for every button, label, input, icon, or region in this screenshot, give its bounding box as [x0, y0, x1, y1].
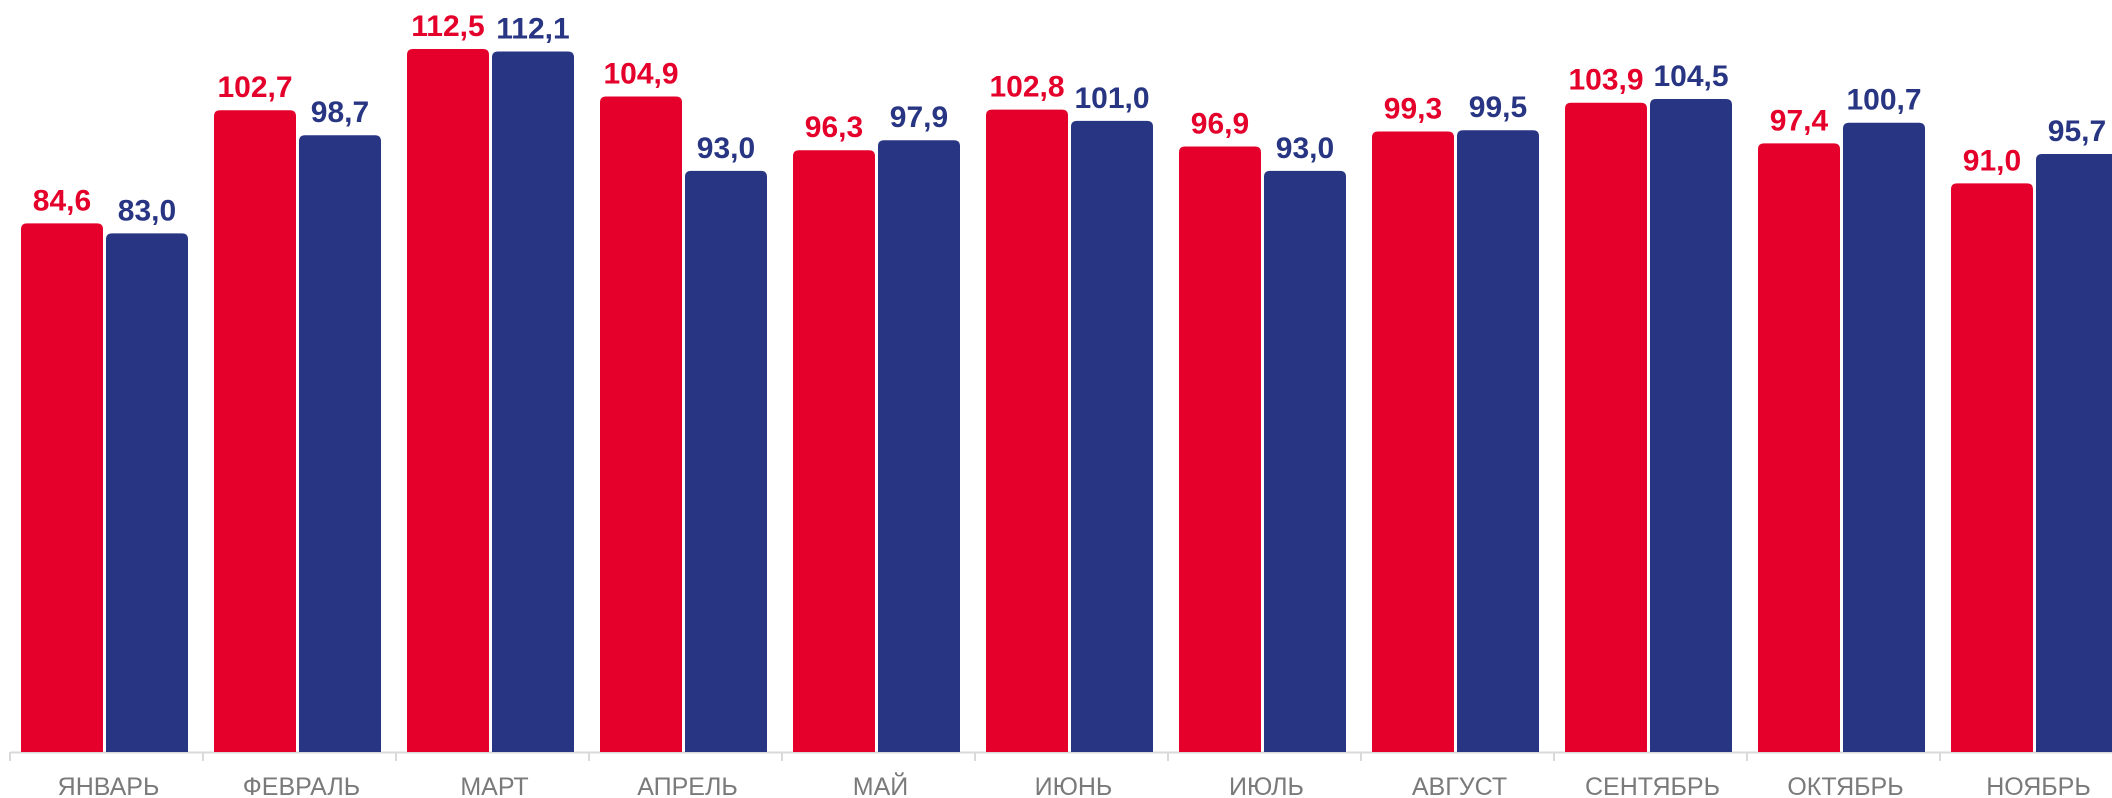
- value-label-s1-1: 84,6: [33, 184, 91, 217]
- x-tick-label-1: ЯНВАРЬ: [58, 773, 160, 798]
- value-label-s2-4: 93,0: [697, 132, 755, 165]
- value-label-s2-9: 104,5: [1653, 60, 1728, 93]
- value-label-s1-10: 97,4: [1770, 104, 1829, 137]
- bar-s2-7: [1264, 170, 1346, 752]
- value-label-s1-6: 102,8: [989, 71, 1064, 104]
- bar-s2-2: [299, 135, 381, 752]
- x-tick-label-9: СЕНТЯБРЬ: [1585, 773, 1720, 798]
- value-label-s1-7: 96,9: [1191, 107, 1249, 140]
- bar-s1-7: [1179, 146, 1261, 752]
- x-tick-label-5: МАЙ: [853, 771, 908, 798]
- x-tick-label-2: ФЕВРАЛЬ: [243, 773, 360, 798]
- x-tick-label-11: НОЯБРЬ: [1986, 773, 2091, 798]
- bar-s1-2: [214, 110, 296, 752]
- bar-s1-6: [986, 109, 1068, 753]
- bar-s2-3: [492, 51, 574, 752]
- bar-s2-8: [1457, 130, 1539, 753]
- x-tick-label-7: ИЮЛЬ: [1229, 773, 1304, 798]
- value-label-s1-9: 103,9: [1568, 64, 1643, 97]
- x-tick-label-3: МАРТ: [460, 773, 528, 798]
- bar-s1-11: [1951, 183, 2033, 753]
- x-tick-label-4: АПРЕЛЬ: [637, 773, 738, 798]
- value-label-s2-5: 97,9: [890, 101, 948, 134]
- bar-s1-10: [1758, 143, 1840, 752]
- bar-s1-5: [793, 150, 875, 752]
- value-label-s2-6: 101,0: [1074, 82, 1149, 115]
- bar-s1-1: [21, 223, 103, 752]
- bar-s2-6: [1071, 120, 1153, 752]
- value-label-s1-5: 96,3: [805, 111, 863, 144]
- value-label-s2-1: 83,0: [118, 194, 176, 227]
- value-label-s2-11: 95,7: [2048, 115, 2106, 148]
- value-label-s1-4: 104,9: [603, 57, 678, 90]
- bar-s1-3: [407, 49, 489, 752]
- value-label-s2-8: 99,5: [1469, 91, 1527, 124]
- bar-s1-4: [600, 96, 682, 752]
- bar-s2-5: [878, 140, 960, 753]
- value-label-s1-2: 102,7: [217, 71, 292, 104]
- value-label-s2-3: 112,1: [496, 12, 569, 45]
- bar-s1-9: [1565, 102, 1647, 752]
- x-tick-label-6: ИЮНЬ: [1035, 773, 1113, 798]
- value-label-s2-10: 100,7: [1846, 84, 1921, 117]
- bar-s2-10: [1843, 122, 1925, 753]
- bar-s2-9: [1650, 98, 1732, 753]
- x-tick-label-8: АВГУСТ: [1412, 773, 1507, 798]
- value-label-s2-2: 98,7: [311, 96, 369, 129]
- value-label-s1-8: 99,3: [1384, 92, 1442, 125]
- bar-s2-4: [685, 170, 767, 752]
- bar-s2-11: [2036, 153, 2112, 752]
- value-label-s1-11: 91,0: [1963, 144, 2021, 177]
- bar-s1-8: [1372, 131, 1454, 752]
- x-tick-label-10: ОКТЯБРЬ: [1787, 773, 1903, 798]
- value-label-s2-7: 93,0: [1276, 132, 1334, 165]
- bar-s2-1: [106, 233, 188, 752]
- value-label-s1-3: 112,5: [411, 10, 484, 43]
